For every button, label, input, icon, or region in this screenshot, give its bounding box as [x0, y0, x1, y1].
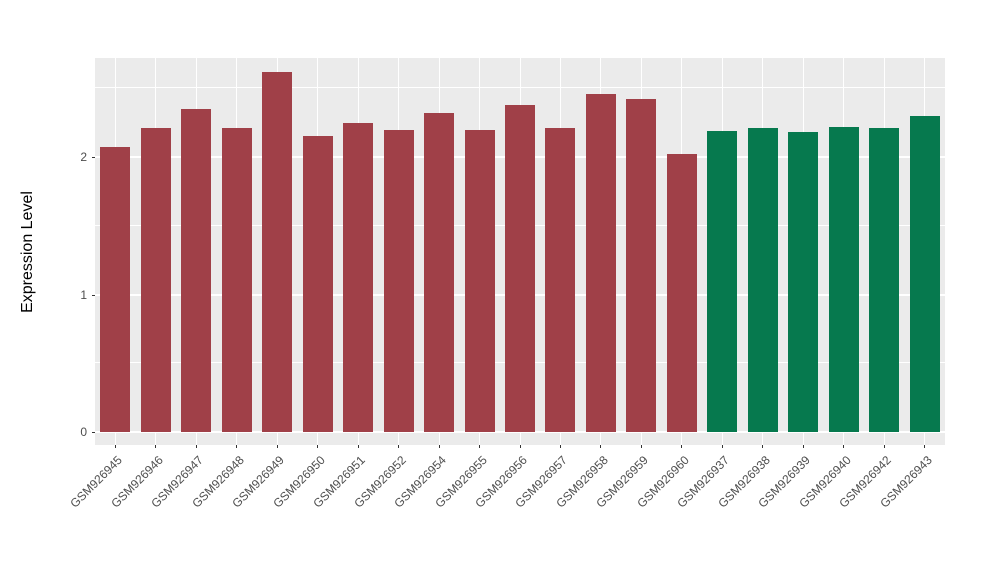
x-tick-mark [802, 445, 804, 448]
y-tick-mark [92, 432, 95, 433]
x-tick-mark [721, 445, 723, 448]
x-tick-mark [762, 445, 764, 448]
bar [221, 128, 252, 432]
x-tick-mark [398, 445, 400, 448]
bar [626, 99, 657, 432]
bar [383, 129, 414, 432]
x-tick-mark [155, 445, 157, 448]
x-tick-mark [600, 445, 602, 448]
y-tick-mark [92, 157, 95, 158]
x-tick-mark [843, 445, 845, 448]
x-tick-mark [114, 445, 116, 448]
x-tick-mark [357, 445, 359, 448]
x-tick-mark [924, 445, 926, 448]
bar [585, 93, 616, 432]
x-tick-mark [236, 445, 238, 448]
bar [302, 136, 333, 432]
h-gridline-major [95, 431, 945, 433]
bar [464, 129, 495, 432]
x-tick-mark [276, 445, 278, 448]
bar [828, 126, 859, 432]
x-tick-mark [559, 445, 561, 448]
x-tick-label: GSM926943 [877, 453, 935, 511]
y-tick-label: 0 [80, 425, 87, 439]
x-tick-mark [195, 445, 197, 448]
plot-panel [95, 58, 945, 445]
bar [707, 130, 738, 432]
bar [545, 128, 576, 432]
x-tick-mark [438, 445, 440, 448]
x-tick-mark [883, 445, 885, 448]
x-tick-mark [317, 445, 319, 448]
bar [788, 132, 819, 432]
bar [100, 147, 131, 432]
bar [262, 71, 293, 432]
x-tick-mark [519, 445, 521, 448]
x-tick-mark [479, 445, 481, 448]
bar [666, 154, 697, 432]
bar [505, 104, 535, 432]
x-tick-mark [640, 445, 642, 448]
y-tick-label: 1 [80, 287, 87, 302]
bar [424, 113, 455, 432]
bar [909, 115, 940, 432]
bar [343, 122, 374, 432]
y-tick-mark [92, 294, 95, 296]
bar [869, 128, 900, 432]
bar [747, 128, 778, 432]
bar [181, 108, 212, 432]
y-axis-title: Expression Level [19, 191, 36, 313]
bar [140, 128, 171, 432]
x-tick-mark [681, 445, 683, 448]
h-gridline-minor [95, 87, 945, 89]
y-tick-label: 2 [80, 150, 87, 164]
